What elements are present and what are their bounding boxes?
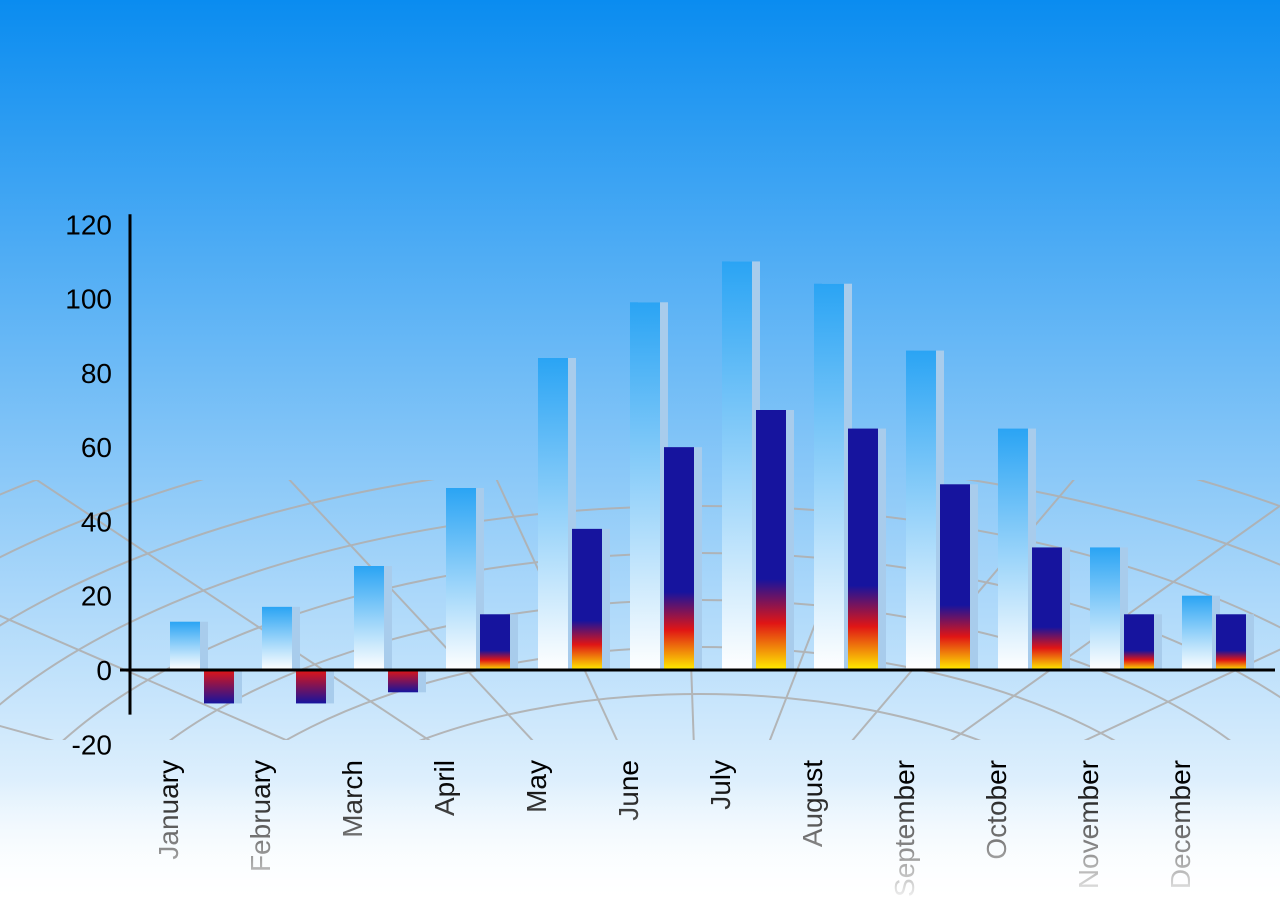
bar-series-b (1032, 547, 1062, 670)
x-tick-label: June (613, 760, 644, 821)
x-tick-label: November (1073, 760, 1104, 889)
bar-series-a (262, 607, 292, 670)
bar-series-b (204, 670, 234, 703)
y-tick-label: 0 (96, 655, 112, 686)
bar-series-b (1124, 614, 1154, 670)
x-tick-label: May (521, 760, 552, 813)
y-tick-label: 120 (65, 209, 112, 240)
x-tick-label: March (337, 760, 368, 838)
bar-series-b (296, 670, 326, 703)
y-tick-label: 60 (81, 432, 112, 463)
x-tick-label: July (705, 760, 736, 810)
y-tick-label: 20 (81, 581, 112, 612)
bar-series-a (722, 261, 752, 670)
x-tick-label: October (981, 760, 1012, 860)
x-tick-label: August (797, 760, 828, 847)
y-tick-label: -20 (72, 729, 112, 760)
monthly-bar-chart: -20 0 20 40 60 80 100 120 January February March Ap… (0, 0, 1280, 905)
bar-series-b (940, 484, 970, 670)
bar-series-a (630, 302, 660, 670)
x-tick-label: February (245, 760, 276, 872)
bar-series-a (1182, 596, 1212, 670)
y-tick-label: 100 (65, 284, 112, 315)
bar-series-a (170, 622, 200, 670)
x-tick-label: December (1165, 760, 1196, 889)
bar-series-b (848, 429, 878, 670)
bar-series-b (572, 529, 602, 670)
bar-series-b (1216, 614, 1246, 670)
bar-series-a (814, 284, 844, 670)
chart-container: -20 0 20 40 60 80 100 120 January February March Ap… (0, 0, 1280, 905)
bar-series-a (538, 358, 568, 670)
y-tick-label: 80 (81, 358, 112, 389)
x-tick-label: April (429, 760, 460, 816)
bar-series-a (446, 488, 476, 670)
x-tick-label: January (153, 760, 184, 860)
bar-series-a (1090, 547, 1120, 670)
y-tick-label: 40 (81, 506, 112, 537)
bar-series-b (480, 614, 510, 670)
bar-series-b (664, 447, 694, 670)
bar-series-a (906, 351, 936, 670)
bar-series-b (756, 410, 786, 670)
bar-series-b (388, 670, 418, 692)
x-tick-label: September (889, 760, 920, 897)
bar-series-a (354, 566, 384, 670)
bar-series-a (998, 429, 1028, 670)
